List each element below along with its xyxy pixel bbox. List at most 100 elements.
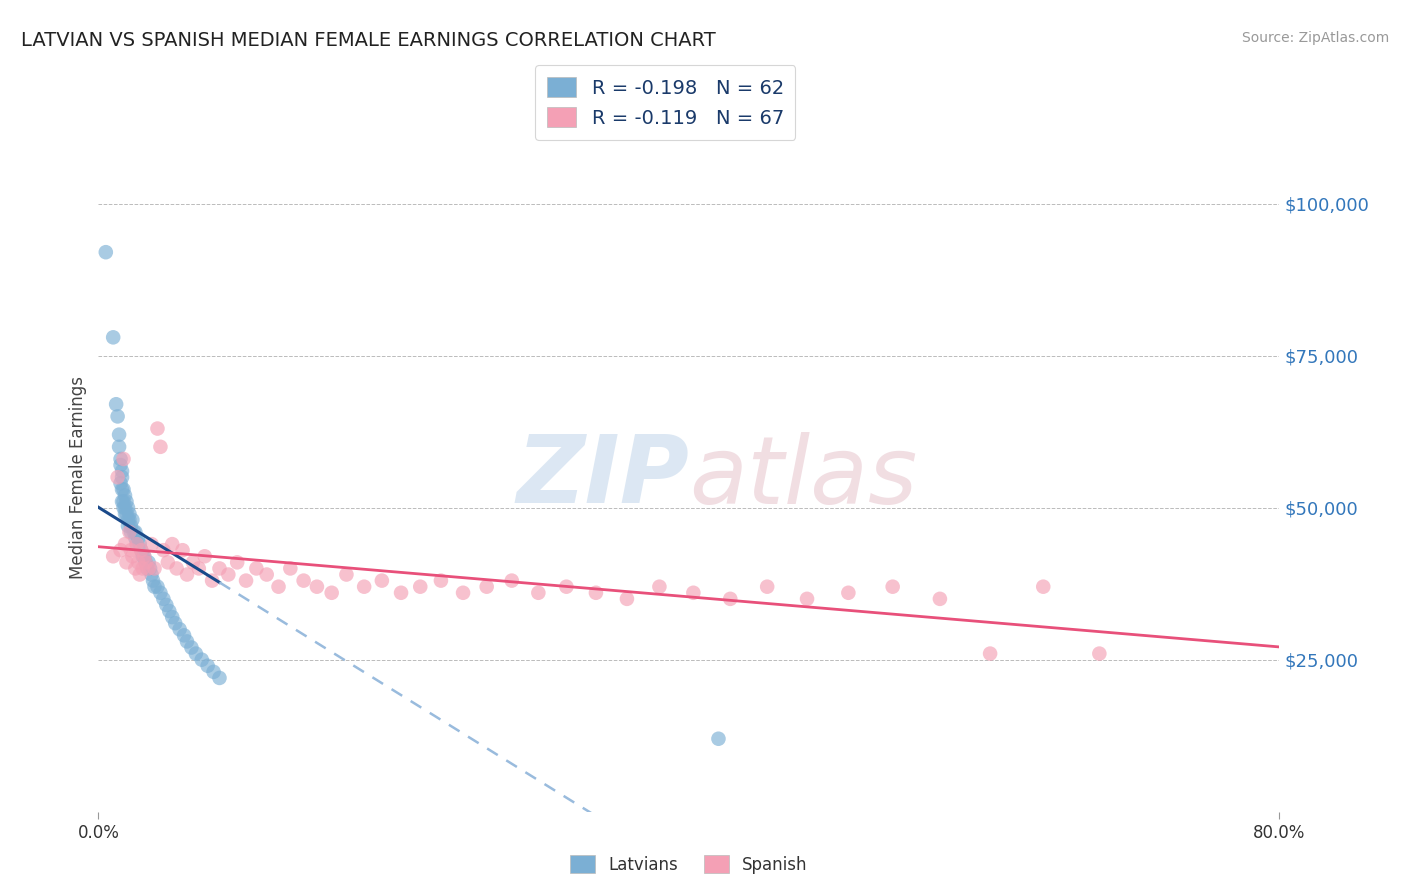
Point xyxy=(353,580,375,594)
Point xyxy=(796,591,818,606)
Point xyxy=(125,537,148,551)
Point xyxy=(141,537,163,551)
Point xyxy=(114,537,136,551)
Point xyxy=(117,513,139,527)
Point xyxy=(118,507,141,521)
Point xyxy=(451,586,474,600)
Point xyxy=(107,470,129,484)
Point xyxy=(135,555,157,569)
Point xyxy=(149,440,172,454)
Point xyxy=(134,549,156,564)
Y-axis label: Median Female Earnings: Median Female Earnings xyxy=(69,376,87,579)
Point xyxy=(138,555,160,569)
Point xyxy=(928,591,950,606)
Point xyxy=(111,464,134,478)
Point xyxy=(115,494,138,508)
Point xyxy=(245,561,267,575)
Point xyxy=(501,574,523,588)
Point xyxy=(194,549,217,564)
Point xyxy=(201,574,224,588)
Point xyxy=(128,537,150,551)
Point xyxy=(94,245,117,260)
Point xyxy=(127,555,149,569)
Point xyxy=(105,397,128,411)
Point xyxy=(979,647,1001,661)
Point xyxy=(172,543,194,558)
Point xyxy=(475,580,498,594)
Point xyxy=(127,531,149,545)
Point xyxy=(120,519,142,533)
Point xyxy=(107,409,129,424)
Point xyxy=(112,494,135,508)
Point xyxy=(1032,580,1054,594)
Point xyxy=(208,561,231,575)
Point xyxy=(146,580,169,594)
Point xyxy=(108,440,131,454)
Point xyxy=(103,549,125,564)
Point xyxy=(162,610,183,624)
Point xyxy=(129,543,152,558)
Point xyxy=(129,543,152,558)
Point xyxy=(184,647,207,661)
Point xyxy=(118,524,141,539)
Point xyxy=(115,507,138,521)
Point xyxy=(124,561,146,575)
Text: Source: ZipAtlas.com: Source: ZipAtlas.com xyxy=(1241,31,1389,45)
Point xyxy=(124,531,146,545)
Point xyxy=(128,567,150,582)
Point xyxy=(256,567,278,582)
Point xyxy=(112,452,135,467)
Legend: Latvians, Spanish: Latvians, Spanish xyxy=(564,849,814,880)
Point xyxy=(110,543,132,558)
Point xyxy=(707,731,730,746)
Point xyxy=(118,513,141,527)
Point xyxy=(180,640,202,655)
Point xyxy=(114,507,136,521)
Point xyxy=(125,537,148,551)
Point xyxy=(139,561,162,575)
Point xyxy=(371,574,394,588)
Point xyxy=(756,580,779,594)
Point xyxy=(138,561,160,575)
Point xyxy=(122,524,145,539)
Text: LATVIAN VS SPANISH MEDIAN FEMALE EARNINGS CORRELATION CHART: LATVIAN VS SPANISH MEDIAN FEMALE EARNING… xyxy=(21,31,716,50)
Point xyxy=(110,476,132,491)
Point xyxy=(176,567,198,582)
Point xyxy=(124,524,146,539)
Point xyxy=(121,549,143,564)
Point xyxy=(110,458,132,472)
Point xyxy=(616,591,638,606)
Point xyxy=(682,586,704,600)
Point xyxy=(235,574,257,588)
Text: ZIP: ZIP xyxy=(516,431,689,524)
Point xyxy=(527,586,550,600)
Point xyxy=(152,543,174,558)
Point xyxy=(115,555,138,569)
Point xyxy=(121,513,143,527)
Point xyxy=(112,500,135,515)
Point xyxy=(165,616,187,631)
Text: atlas: atlas xyxy=(689,432,917,523)
Point xyxy=(120,543,142,558)
Point xyxy=(156,555,179,569)
Point xyxy=(114,500,136,515)
Point xyxy=(208,671,231,685)
Point xyxy=(292,574,315,588)
Point xyxy=(648,580,671,594)
Point xyxy=(335,567,357,582)
Point xyxy=(226,555,249,569)
Point xyxy=(143,580,166,594)
Point xyxy=(585,586,607,600)
Point xyxy=(114,488,136,502)
Point xyxy=(305,580,328,594)
Point xyxy=(162,537,183,551)
Point xyxy=(555,580,578,594)
Point xyxy=(143,561,166,575)
Point xyxy=(134,549,156,564)
Point xyxy=(321,586,343,600)
Point xyxy=(176,634,198,648)
Point xyxy=(197,658,219,673)
Point xyxy=(108,427,131,442)
Point xyxy=(111,494,134,508)
Point xyxy=(187,561,209,575)
